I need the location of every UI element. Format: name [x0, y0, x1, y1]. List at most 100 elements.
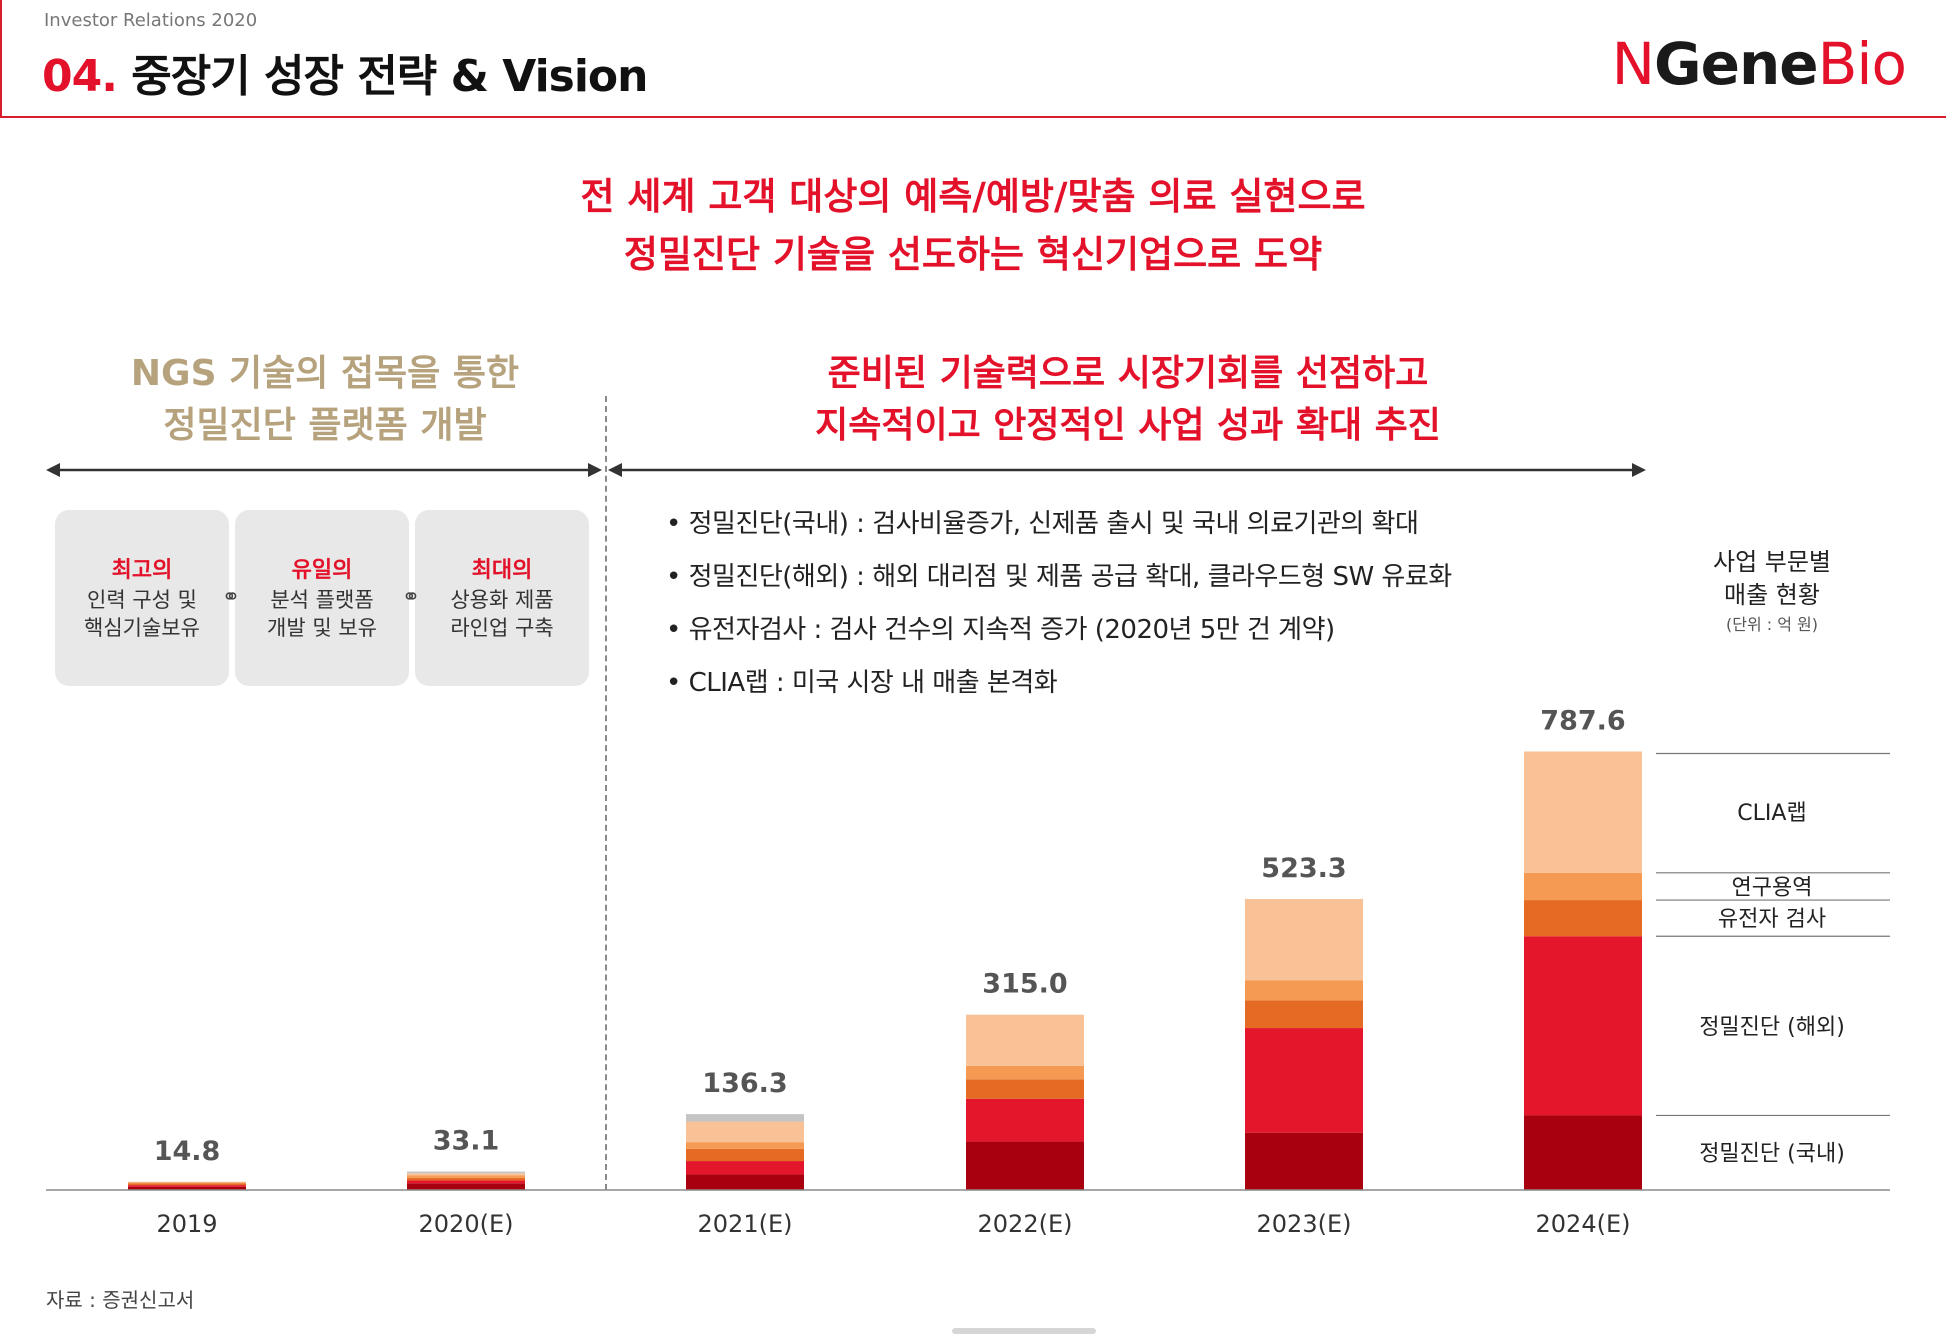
- x-axis-labels: 2019 2020(E) 2021(E) 2022(E) 2023(E) 2024(E): [156, 1210, 1630, 1238]
- bar-segment-domestic-dx: [1245, 1132, 1363, 1190]
- x-tick-label: 2022(E): [978, 1210, 1073, 1238]
- total-value-label: 787.6: [1540, 705, 1625, 736]
- bar-segment-clia-lab: [407, 1173, 525, 1176]
- bar-segment-research-service: [966, 1065, 1084, 1080]
- bar-segment-clia-lab: [686, 1121, 804, 1143]
- phase-divider: [605, 396, 607, 1190]
- scroll-indicator: [952, 1328, 1096, 1334]
- bar-segment-genetic-test: [966, 1079, 1084, 1099]
- header-divider: [0, 116, 1946, 118]
- x-tick-label: 2023(E): [1257, 1210, 1352, 1238]
- total-value-label: 315.0: [982, 969, 1067, 1000]
- vision-statement: 전 세계 고객 대상의 예측/예방/맞춤 의료 실현으로 정밀진단 기술을 선도…: [0, 168, 1946, 284]
- section-title: 중장기 성장 전략 & Vision: [131, 51, 648, 102]
- bar-segment-clia-lab: [1524, 751, 1642, 873]
- brand-label: Investor Relations 2020: [44, 10, 258, 31]
- bar-segment-research-service: [407, 1175, 525, 1178]
- source-note: 자료 : 증권신고서: [46, 1288, 195, 1312]
- bullet-item: • CLIA랩 : 미국 시장 내 매출 본격화: [666, 668, 1058, 698]
- left-phase-line-2: 정밀진단 플랫폼 개발: [163, 405, 487, 446]
- bar-segment-overseas-dx: [966, 1098, 1084, 1142]
- legend-title-line-1: 사업 부문별: [1713, 548, 1831, 576]
- total-labels: 14.8 33.1 136.3 315.0 523.3 787.6: [154, 705, 1626, 1166]
- capability-text: 인력 구성 및: [87, 588, 197, 612]
- bar-segment-overseas-dx: [1245, 1028, 1363, 1133]
- total-value-label: 14.8: [154, 1136, 221, 1167]
- total-value-label: 33.1: [433, 1126, 500, 1157]
- legend-item-research-service: 연구용역: [1732, 875, 1813, 900]
- bar-segment-research-service: [128, 1182, 246, 1184]
- legend-title-line-2: 매출 현황: [1724, 581, 1820, 609]
- bar-segment-overseas-dx: [686, 1161, 804, 1175]
- vision-line-2: 정밀진단 기술을 선도하는 혁신기업으로 도약: [623, 233, 1323, 276]
- bar-segment-domestic-dx: [686, 1174, 804, 1190]
- total-value-label: 523.3: [1261, 853, 1346, 884]
- legend-item-domestic-dx: 정밀진단 (국내): [1699, 1142, 1845, 1167]
- bar-segment-genetic-test: [1245, 1000, 1363, 1029]
- bullet-item: • 정밀진단(해외) : 해외 대리점 및 제품 공급 확대, 클라우드형 SW…: [666, 562, 1452, 592]
- x-tick-label: 2019: [156, 1210, 217, 1238]
- bar-segment-overseas-dx: [407, 1180, 525, 1184]
- bar-segment-genetic-test: [128, 1183, 246, 1186]
- capability-text: 핵심기술보유: [84, 616, 200, 640]
- legend-item-overseas-dx: 정밀진단 (해외): [1699, 1015, 1845, 1040]
- total-value-label: 136.3: [702, 1068, 787, 1099]
- bullet-item: • 유전자검사 : 검사 건수의 지속적 증가 (2020년 5만 건 계약): [666, 615, 1335, 645]
- bar-segment-overseas-dx: [1524, 936, 1642, 1116]
- capability-text: 상용화 제품: [450, 588, 554, 612]
- bar-segment-clia-lab: [1245, 898, 1363, 981]
- logo-part-n: N: [1611, 30, 1655, 98]
- capability-title: 유일의: [291, 558, 353, 583]
- bar-segment-overseas-dx: [128, 1185, 246, 1187]
- vision-line-1: 전 세계 고객 대상의 예측/예방/맞춤 의료 실현으로: [580, 175, 1366, 218]
- header-side-rule: [0, 0, 2, 118]
- left-phase-arrow: [46, 463, 602, 477]
- bar-segment-research-service: [1245, 980, 1363, 1001]
- left-phase-heading: NGS 기술의 접목을 통한 정밀진단 플랫폼 개발: [44, 348, 606, 452]
- x-tick-label: 2020(E): [419, 1210, 514, 1238]
- right-phase-heading: 준비된 기술력으로 시장기회를 선점하고 지속적이고 안정적인 사업 성과 확대…: [612, 348, 1644, 452]
- bar-segment-other: [686, 1114, 804, 1122]
- capability-text: 개발 및 보유: [267, 616, 377, 640]
- x-tick-label: 2021(E): [698, 1210, 793, 1238]
- legend-unit: (단위 : 억 원): [1726, 615, 1818, 634]
- capability-text: 분석 플랫폼: [270, 588, 374, 612]
- right-phase-line-1: 준비된 기술력으로 시장기회를 선점하고: [827, 353, 1429, 394]
- bar-segment-genetic-test: [407, 1177, 525, 1181]
- legend-separator-lines: [1656, 752, 1890, 1117]
- legend-item-genetic-test: 유전자 검사: [1718, 907, 1826, 932]
- section-number: 04.: [42, 51, 118, 102]
- bar-segment-clia-lab: [128, 1181, 246, 1183]
- bar-segment-domestic-dx: [128, 1186, 246, 1190]
- bullet-item: • 정밀진단(국내) : 검사비율증가, 신제품 출시 및 국내 의료기관의 확…: [666, 509, 1419, 539]
- capability-title: 최고의: [111, 558, 173, 583]
- chart-bars: [128, 751, 1642, 1190]
- phase-arrows: [46, 463, 1646, 477]
- bar-segment-research-service: [686, 1142, 804, 1149]
- chain-link-icon: ⚭: [401, 585, 421, 610]
- page-title: 04. 중장기 성장 전략 & Vision: [42, 40, 648, 104]
- logo-part-gene: Gene: [1654, 30, 1819, 98]
- bar-segment-genetic-test: [686, 1148, 804, 1162]
- left-phase-line-1: NGS 기술의 접목을 통한: [130, 353, 520, 394]
- x-tick-label: 2024(E): [1536, 1210, 1631, 1238]
- right-phase-arrow: [608, 463, 1646, 477]
- bar-segment-other: [407, 1171, 525, 1174]
- legend-item-clia-lab: CLIA랩: [1737, 801, 1806, 826]
- logo-part-bio: Bio: [1817, 30, 1907, 98]
- bar-segment-domestic-dx: [966, 1141, 1084, 1190]
- bar-segment-genetic-test: [1524, 900, 1642, 937]
- capability-box-lineup: 최대의 상용화 제품 라인업 구축: [415, 510, 589, 686]
- chain-link-icon: ⚭: [221, 585, 241, 610]
- bar-segment-clia-lab: [966, 1014, 1084, 1066]
- capability-title: 최대의: [471, 558, 533, 583]
- strategy-bullets: • 정밀진단(국내) : 검사비율증가, 신제품 출시 및 국내 의료기관의 확…: [666, 498, 1452, 710]
- company-logo: NGeneBio: [1611, 30, 1907, 98]
- bar-segment-domestic-dx: [1524, 1115, 1642, 1190]
- capability-text: 라인업 구축: [450, 616, 554, 640]
- capability-box-talent: 최고의 인력 구성 및 핵심기술보유: [55, 510, 229, 686]
- bar-segment-research-service: [1524, 872, 1642, 901]
- bar-segment-domestic-dx: [407, 1183, 525, 1190]
- right-phase-line-2: 지속적이고 안정적인 사업 성과 확대 추진: [815, 405, 1441, 446]
